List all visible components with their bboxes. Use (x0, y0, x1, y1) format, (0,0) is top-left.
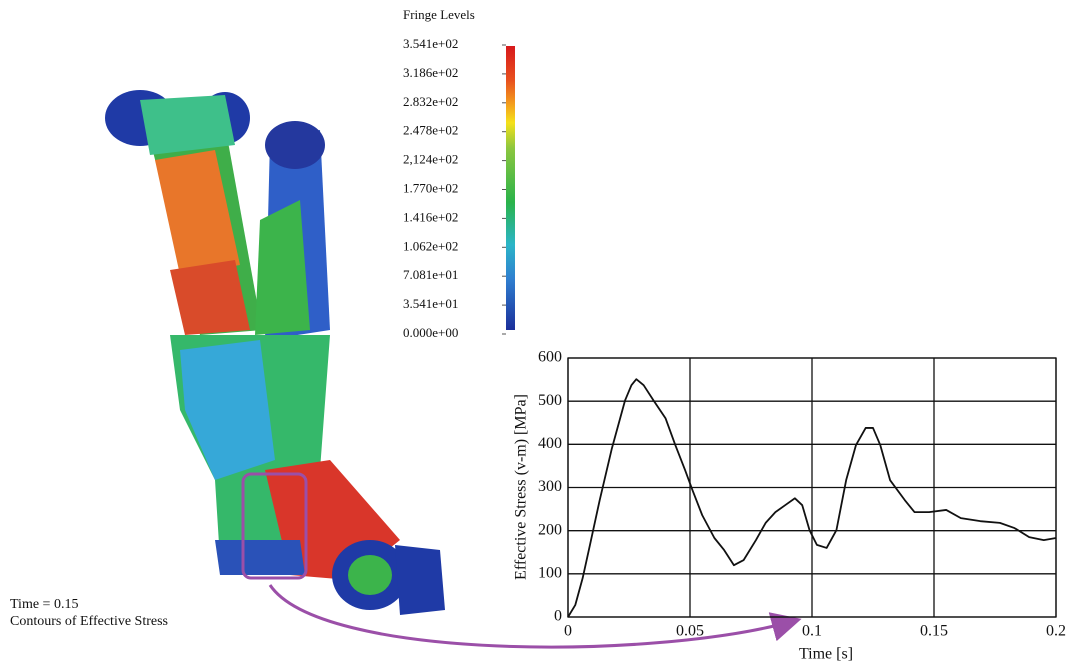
x-tick-label: 0.1 (802, 623, 822, 640)
fringe-level-label: 1.416e+02 (403, 209, 458, 224)
x-tick-label: 0.15 (920, 623, 948, 640)
fringe-level-label: 2.832e+02 (403, 94, 458, 109)
y-tick-label: 200 (538, 521, 562, 538)
fringe-level-label: 1.770e+02 (403, 180, 458, 195)
page: {"fringe": {"title": "Fringe Levels", "l… (0, 0, 1072, 666)
fringe-level-label: 0.000e+00 (403, 325, 458, 340)
x-tick-label: 0 (564, 623, 572, 640)
chart: 0 100 200 300 400 500 600 0 0.05 0.1 0.15 0.2 (538, 349, 1066, 640)
fea-model (105, 90, 790, 647)
y-tick-label: 500 (538, 392, 562, 409)
fringe-level-label: 3.541e+02 (403, 36, 458, 51)
y-axis-label: Effective Stress (v-m) [MPa] (513, 394, 530, 580)
fringe-level-label: 3.186e+02 (403, 65, 458, 80)
x-axis-label: Time [s] (799, 646, 853, 663)
fringe-level-label: 1.062e+02 (403, 238, 458, 253)
fringe-level-label: 3.541e+01 (403, 296, 458, 311)
caption: Contours of Effective Stress (10, 614, 168, 629)
y-tick-label: 100 (538, 565, 562, 582)
y-tick-label: 0 (554, 608, 562, 625)
y-tick-label: 600 (538, 349, 562, 366)
fringe-level-label: 7.081e+01 (403, 267, 458, 282)
y-tick-label: 400 (538, 435, 562, 452)
time-label: Time = 0.15 (10, 597, 78, 612)
y-tick-label: 300 (538, 478, 562, 495)
x-tick-label: 0.05 (676, 623, 704, 640)
fringe-colorbar (506, 46, 515, 330)
x-tick-label: 0.2 (1046, 623, 1066, 640)
fringe-level-label: 2,124e+02 (403, 152, 458, 167)
figure: Fringe Levels 3.541e+02 3.186e+02 2.832e+0… (0, 0, 1072, 666)
fringe-labels: 3.541e+02 3.186e+02 2.832e+02 2.478e+02 2,12… (403, 36, 506, 340)
fringe-level-label: 2.478e+02 (403, 123, 458, 138)
fringe-title: Fringe Levels (403, 7, 475, 22)
